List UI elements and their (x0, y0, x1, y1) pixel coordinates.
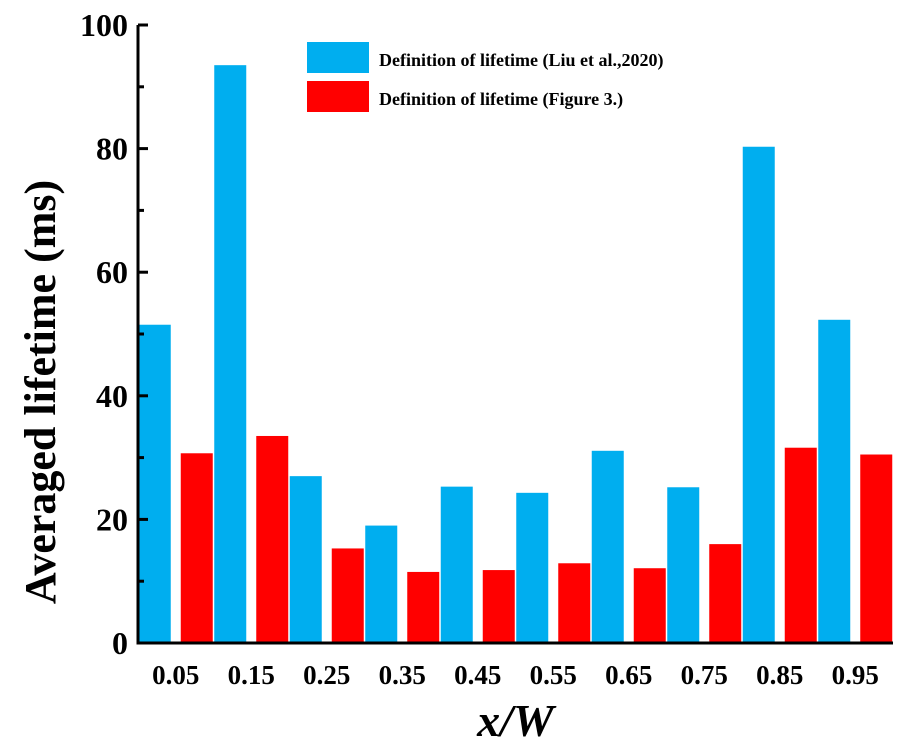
bar-series2-0.55 (558, 563, 591, 643)
bar-series1-0.05 (138, 324, 171, 643)
x-tick-label: 0.75 (681, 660, 728, 690)
y-tick-label: 20 (96, 501, 128, 537)
bar-series1-0.45 (440, 486, 473, 643)
y-axis-label: Averaged lifetime (ms) (16, 180, 65, 604)
x-tick-label: 0.55 (530, 660, 577, 690)
legend-swatch-2 (307, 81, 369, 112)
y-tick-label: 80 (96, 131, 128, 167)
bar-series2-0.45 (482, 570, 515, 643)
bar-series2-0.85 (784, 447, 817, 643)
legend-label-2: Definition of lifetime (Figure 3.) (379, 89, 623, 110)
x-tick-label: 0.35 (379, 660, 426, 690)
x-tick-label: 0.45 (454, 660, 501, 690)
bar-series2-0.25 (331, 548, 364, 643)
bar-series2-0.35 (407, 571, 440, 643)
ticks-group: 0 20 40 60 80 100 0.05 0.15 0.25 0.35 0.45 0.55 0.65… (80, 7, 879, 690)
bar-series2-0.95 (860, 454, 893, 643)
x-tick-label: 0.65 (605, 660, 652, 690)
legend: Definition of lifetime (Liu et al.,2020)… (307, 42, 663, 112)
bar-series1-0.65 (591, 450, 624, 643)
bar-series1-0.15 (214, 65, 247, 644)
bar-series1-0.25 (289, 476, 322, 643)
bar-series1-0.35 (365, 525, 398, 643)
legend-label-1: Definition of lifetime (Liu et al.,2020) (379, 50, 663, 71)
axes-group (136, 25, 893, 645)
x-axis-label-text: x/W (476, 695, 557, 746)
x-tick-label: 0.85 (756, 660, 803, 690)
y-tick-label: 0 (112, 625, 128, 661)
y-tick-label: 60 (96, 254, 128, 290)
bars-group (138, 65, 893, 644)
y-tick-label: 100 (80, 7, 128, 43)
bar-series2-0.05 (180, 453, 213, 643)
x-tick-label: 0.05 (152, 660, 199, 690)
y-tick-label: 40 (96, 378, 128, 414)
x-axis-label: x/W (476, 695, 557, 746)
bar-series1-0.75 (667, 487, 700, 643)
bar-series1-0.55 (516, 492, 549, 643)
bar-series1-0.85 (742, 146, 775, 643)
bar-series2-0.65 (633, 568, 666, 643)
legend-swatch-1 (307, 42, 369, 73)
bar-series1-0.95 (818, 319, 851, 643)
x-tick-label: 0.95 (832, 660, 879, 690)
x-tick-label: 0.15 (228, 660, 275, 690)
x-tick-label: 0.25 (303, 660, 350, 690)
bar-series2-0.75 (709, 544, 742, 643)
bar-series2-0.15 (256, 435, 289, 643)
